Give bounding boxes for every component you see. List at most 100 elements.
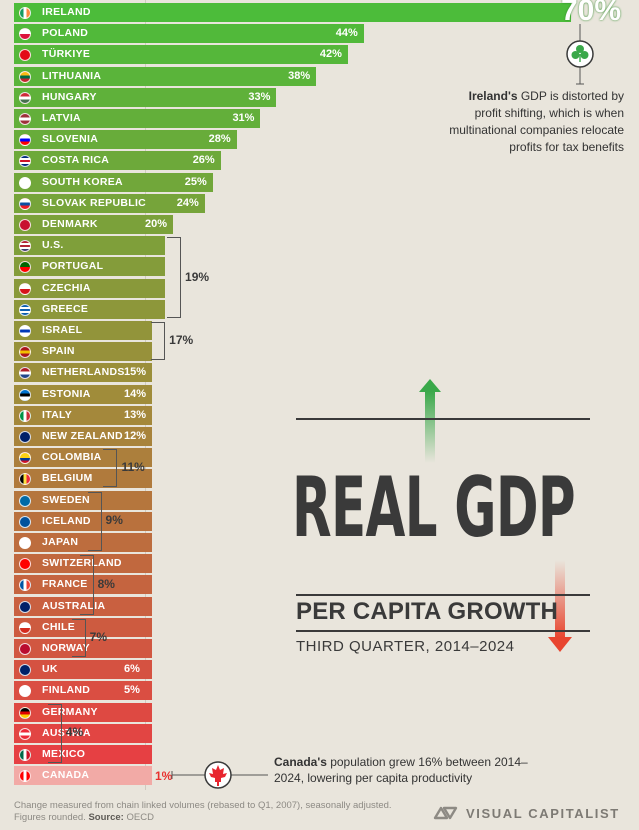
value-label: 1%	[155, 769, 173, 784]
bar-row: U.S.	[0, 236, 639, 256]
bar	[14, 511, 152, 531]
flag-icon	[19, 91, 31, 104]
category-label: JAPAN	[42, 536, 79, 548]
bar-row: LATVIA 31%	[0, 109, 639, 128]
category-label: TÜRKIYE	[42, 48, 91, 61]
bar	[14, 278, 166, 298]
chart-title: REAL GDP	[292, 459, 576, 556]
group-label: 17%	[169, 333, 194, 348]
bar-row: FRANCE	[0, 575, 639, 595]
bar-row: NEW ZEALAND 12%	[0, 427, 639, 446]
value-label: 12%	[124, 430, 147, 442]
category-label: COSTA RICA	[42, 154, 110, 167]
bar-row: CZECHIA	[0, 278, 639, 298]
category-label: NEW ZEALAND	[42, 430, 123, 442]
clover-badge	[566, 24, 594, 85]
value-label: 28%	[208, 133, 231, 146]
bar-row: POLAND 44%	[0, 24, 639, 44]
flag-icon	[19, 473, 31, 486]
bar	[14, 45, 348, 65]
category-label: FRANCE	[42, 578, 88, 591]
value-label: 44%	[335, 27, 358, 40]
ireland-annotation: Ireland's GDP is distorted by profit shi…	[440, 88, 624, 156]
bar-row: SLOVENIA 28%	[0, 130, 639, 150]
flag-icon	[19, 176, 31, 189]
category-label: LITHUANIA	[42, 69, 102, 82]
bar	[14, 24, 364, 44]
ireland-annotation-text: GDP is distorted by profit shifting, whi…	[449, 89, 624, 154]
flag-icon	[19, 134, 31, 147]
flag-icon	[19, 388, 31, 401]
bar	[14, 766, 152, 786]
category-label: NORWAY	[42, 642, 90, 654]
category-label: SPAIN	[42, 345, 75, 358]
bar-row: DENMARK 20%	[0, 215, 639, 234]
bar-row: NORWAY	[0, 639, 639, 658]
bar-row: COSTA RICA 26%	[0, 151, 639, 171]
category-label: CHILE	[42, 620, 75, 633]
value-label: 5%	[124, 684, 140, 697]
category-label: CANADA	[42, 769, 90, 782]
flag-icon	[19, 579, 31, 592]
bar	[14, 405, 152, 425]
canada-annotation: Canada's population grew 16% between 201…	[274, 754, 544, 786]
group-label: 9%	[105, 513, 123, 528]
bar	[14, 363, 152, 383]
bar	[14, 3, 571, 22]
canada-annotation-bold: Canada's	[274, 755, 327, 769]
bar-row: SWEDEN	[0, 490, 639, 510]
canada-connector	[171, 761, 268, 789]
value-label: 31%	[232, 112, 255, 124]
bar	[14, 236, 166, 256]
bar	[14, 342, 152, 362]
bar-row: SOUTH KOREA 25%	[0, 172, 639, 192]
flag-icon	[19, 155, 31, 168]
bar-row: ISRAEL	[0, 321, 639, 340]
group-label: 19%	[185, 269, 210, 284]
value-label: 38%	[288, 69, 311, 82]
ireland-annotation-bold: Ireland's	[468, 89, 518, 103]
title-rule-top	[296, 418, 590, 420]
bar	[14, 299, 166, 319]
category-label: U.S.	[42, 239, 64, 252]
bar	[14, 448, 152, 468]
category-label: IRELAND	[42, 6, 91, 18]
category-label: COLOMBIA	[42, 451, 102, 464]
category-label: LATVIA	[42, 112, 81, 124]
visual-capitalist-logo-icon	[433, 806, 458, 820]
bar	[14, 130, 237, 150]
category-label: SOUTH KOREA	[42, 175, 123, 188]
flag-icon	[19, 325, 31, 337]
category-label: UK	[42, 663, 58, 676]
flag-icon	[19, 28, 31, 41]
category-label: SWITZERLAND	[42, 557, 122, 570]
category-label: ESTONIA	[42, 387, 91, 400]
bar-row: ICELAND	[0, 511, 639, 531]
bar	[14, 66, 317, 86]
flag-icon	[19, 452, 31, 465]
bar	[14, 257, 166, 277]
footer-note: Change measured from chain linked volume…	[14, 800, 392, 824]
group-label: 8%	[97, 576, 115, 591]
flag-icon	[19, 409, 31, 422]
flag-icon	[19, 70, 31, 83]
bar-row: LITHUANIA 38%	[0, 66, 639, 86]
down-arrow-icon	[548, 560, 572, 652]
bar	[14, 384, 152, 404]
flag-icon	[19, 197, 31, 210]
category-label: PORTUGAL	[42, 260, 104, 273]
value-label: 42%	[319, 48, 342, 61]
category-label: SLOVAK REPUBLIC	[42, 196, 147, 209]
group-bracket	[103, 449, 118, 488]
category-label: NETHERLANDS	[42, 366, 125, 379]
category-label: ICELAND	[42, 514, 91, 527]
bar-row: JAPAN	[0, 533, 639, 552]
category-label: BELGIUM	[42, 472, 93, 485]
bar-row: GERMANY	[0, 702, 639, 722]
maple-leaf-icon	[209, 765, 227, 786]
footer-source: OECD	[126, 812, 154, 823]
bar-row: ESTONIA 14%	[0, 384, 639, 404]
flag-icon	[19, 537, 31, 549]
category-label: AUSTRIA	[42, 726, 91, 739]
